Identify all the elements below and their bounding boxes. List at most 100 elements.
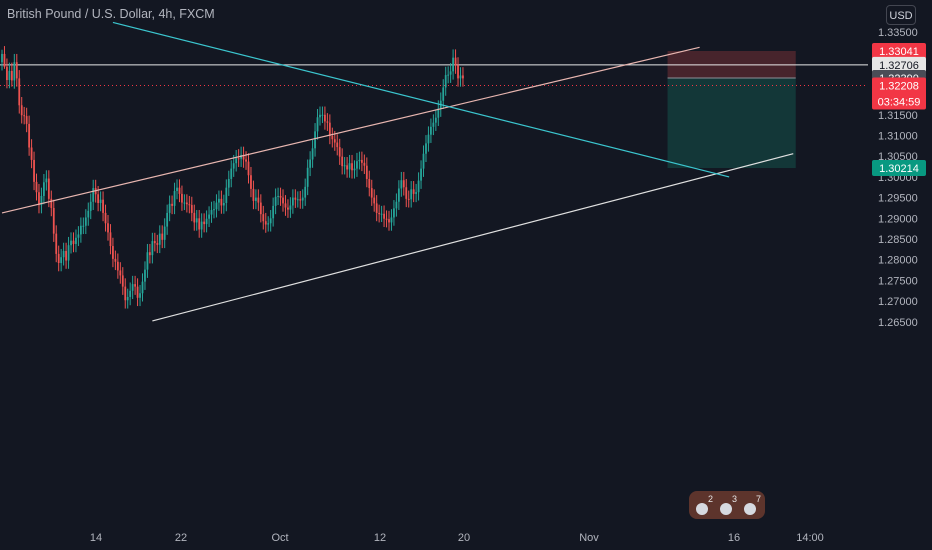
candle-body bbox=[319, 114, 321, 118]
candle bbox=[146, 243, 149, 278]
event-item[interactable]: 3 bbox=[720, 494, 737, 515]
candle bbox=[6, 58, 8, 89]
candle bbox=[296, 191, 299, 208]
candle bbox=[341, 148, 344, 175]
candle-body bbox=[457, 65, 459, 79]
candle-body bbox=[15, 62, 18, 79]
candle-body bbox=[158, 233, 161, 245]
candle bbox=[385, 210, 388, 228]
candle-body bbox=[72, 240, 75, 244]
candle bbox=[247, 153, 250, 184]
candle bbox=[390, 209, 393, 231]
candle bbox=[25, 107, 28, 133]
candle bbox=[343, 157, 346, 175]
x-tick-label: 20 bbox=[458, 532, 470, 544]
candle bbox=[358, 151, 361, 170]
candle-body bbox=[178, 187, 181, 194]
price-tag-target: 1.30214 bbox=[872, 160, 926, 177]
y-tick-label: 1.26500 bbox=[878, 317, 918, 329]
candle bbox=[360, 151, 363, 172]
candle-body bbox=[373, 197, 376, 204]
candle bbox=[121, 267, 124, 295]
candle bbox=[237, 149, 240, 167]
candle-body bbox=[87, 210, 90, 218]
candle bbox=[171, 195, 173, 215]
candle bbox=[393, 200, 395, 226]
candle-body bbox=[415, 192, 418, 194]
candle-body bbox=[257, 197, 260, 203]
candle bbox=[30, 139, 33, 169]
candle-body bbox=[353, 168, 356, 171]
candle-body bbox=[126, 296, 129, 301]
candle-body bbox=[60, 257, 63, 264]
candle-body bbox=[134, 284, 137, 287]
candle-body bbox=[173, 190, 176, 206]
candle bbox=[378, 204, 381, 223]
candle bbox=[417, 172, 420, 201]
candle-body bbox=[326, 121, 329, 123]
candle-body bbox=[425, 143, 427, 154]
candle bbox=[301, 189, 304, 209]
candle bbox=[284, 195, 287, 216]
x-tick-label: 14:00 bbox=[796, 532, 824, 544]
candle bbox=[129, 282, 132, 306]
candle bbox=[92, 179, 95, 211]
candle-body bbox=[264, 221, 267, 225]
candle-body bbox=[267, 223, 270, 225]
candle-body bbox=[232, 163, 235, 169]
candle bbox=[225, 179, 228, 212]
calendar-icon bbox=[744, 503, 756, 515]
candle-body bbox=[213, 209, 215, 211]
candle-body bbox=[151, 241, 154, 256]
candle bbox=[40, 187, 43, 214]
candle-body bbox=[208, 214, 210, 219]
symbol-title[interactable]: British Pound / U.S. Dollar, 4h, FXCM bbox=[7, 7, 215, 21]
candle bbox=[89, 193, 92, 220]
currency-button[interactable]: USD bbox=[886, 5, 916, 25]
price-tag-stop: 1.33041 bbox=[872, 43, 926, 60]
candle bbox=[274, 188, 277, 215]
candle bbox=[363, 154, 366, 175]
candle-body bbox=[20, 105, 23, 116]
candle-body bbox=[109, 232, 112, 247]
candle-body bbox=[188, 204, 191, 206]
event-item[interactable]: 7 bbox=[744, 494, 761, 515]
time-axis[interactable]: 14 22 Oct 12 20 Nov 16 14:00 bbox=[90, 532, 824, 544]
candle bbox=[200, 213, 203, 238]
event-item[interactable]: 2 bbox=[696, 494, 713, 515]
candle bbox=[462, 67, 464, 87]
candle bbox=[304, 178, 307, 206]
candle bbox=[314, 123, 316, 157]
candle bbox=[67, 236, 70, 269]
candle-body bbox=[351, 163, 353, 171]
y-tick-label: 1.28500 bbox=[878, 234, 918, 246]
candle-body bbox=[252, 188, 255, 201]
candle-body bbox=[306, 167, 309, 187]
candle bbox=[168, 195, 171, 222]
candle-body bbox=[237, 158, 240, 160]
candle-body bbox=[131, 284, 134, 291]
candle-body bbox=[412, 189, 415, 194]
candle bbox=[250, 166, 252, 198]
candle bbox=[254, 189, 257, 210]
candle-body bbox=[309, 159, 312, 168]
candle bbox=[144, 261, 146, 290]
candle-body bbox=[462, 75, 464, 79]
price-tag-last: 1.32208 03:34:59 bbox=[872, 77, 926, 110]
candle bbox=[257, 189, 260, 211]
candle bbox=[99, 191, 102, 212]
candle bbox=[449, 63, 452, 83]
economic-events[interactable]: 2 3 7 bbox=[689, 491, 765, 519]
candle bbox=[33, 151, 35, 191]
horizontal-lines bbox=[0, 64, 868, 86]
candle-body bbox=[119, 270, 122, 276]
candle-body bbox=[368, 178, 371, 189]
candle-body bbox=[84, 217, 87, 226]
candle bbox=[158, 225, 161, 254]
candle-body bbox=[400, 180, 403, 189]
candle-body bbox=[230, 168, 233, 179]
candle bbox=[272, 197, 275, 227]
candle bbox=[70, 232, 72, 254]
candle-body bbox=[343, 165, 346, 167]
